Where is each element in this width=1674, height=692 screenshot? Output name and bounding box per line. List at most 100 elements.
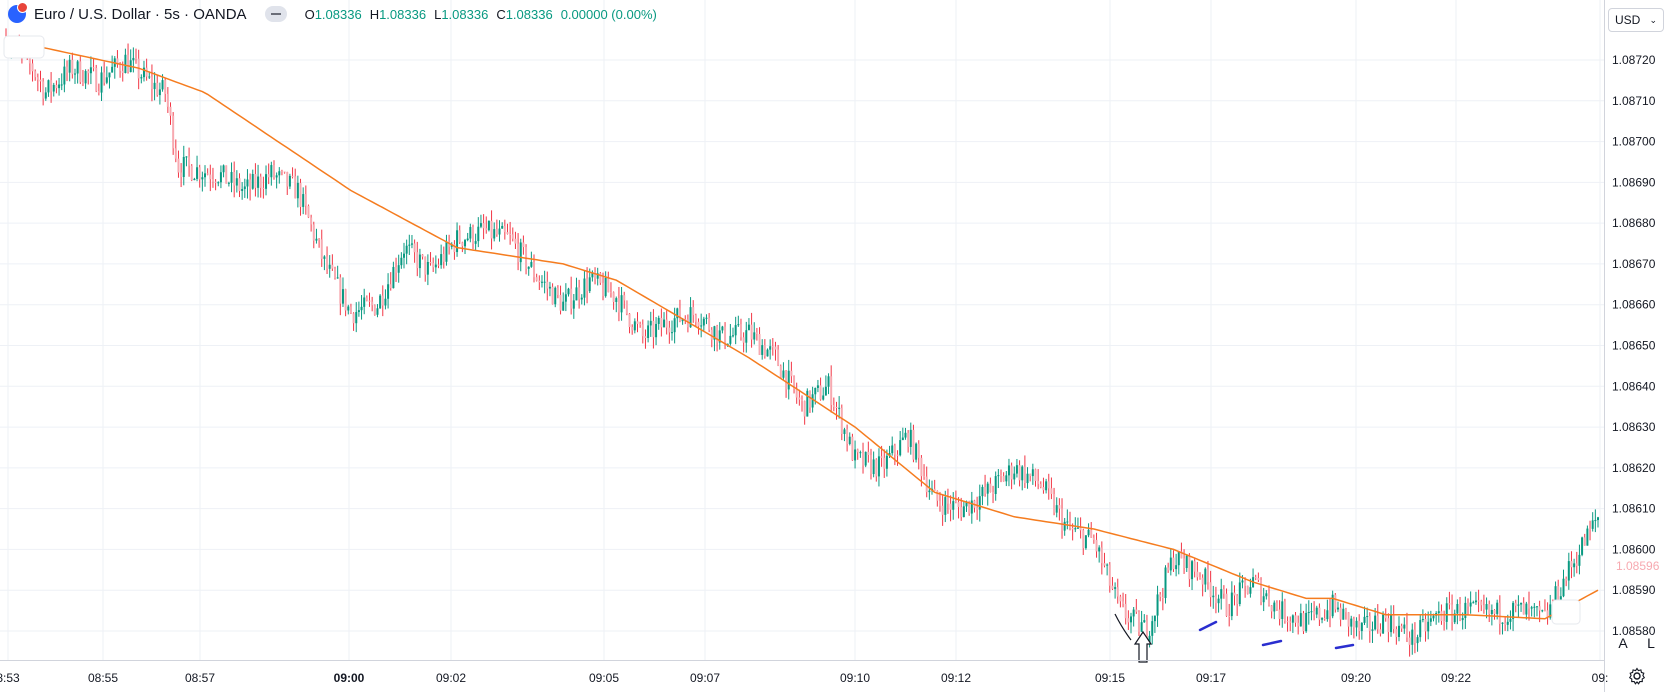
log-scale-button[interactable]: L: [1647, 635, 1655, 651]
user-drawings[interactable]: [1114, 613, 1355, 663]
symbol-title[interactable]: Euro / U.S. Dollar · 5s · OANDA: [34, 5, 247, 23]
current-price-label: 1.08596: [1616, 559, 1660, 573]
candle-body: [251, 173, 254, 189]
candle-body: [1137, 611, 1140, 632]
candle-body: [477, 226, 480, 242]
candle-body: [1063, 521, 1066, 531]
candle-body: [1098, 547, 1101, 552]
candle-body: [259, 176, 262, 188]
candle-body: [166, 93, 169, 107]
gear-icon[interactable]: [1628, 667, 1646, 685]
price-tick-label: 1.08680: [1612, 216, 1656, 230]
candle-body: [148, 76, 151, 78]
chart-right-widget[interactable]: [1551, 599, 1581, 625]
candle-body: [899, 440, 902, 456]
candle-body: [1045, 481, 1048, 491]
candle-body: [416, 252, 419, 269]
candle-body: [1313, 611, 1316, 615]
currency-selector[interactable]: USD ⌄: [1608, 8, 1664, 32]
candle-body: [984, 486, 987, 494]
candle-body: [185, 156, 188, 158]
candle-body: [174, 148, 177, 159]
price-axis[interactable]: 1.08580 1.08590 1.08600 1.08610 1.08620 1.086…: [1612, 53, 1656, 638]
time-tick-label: 08:55: [88, 671, 118, 685]
candle-body: [1368, 616, 1371, 631]
collapse-legend-icon[interactable]: [264, 6, 287, 22]
candle-body: [511, 234, 514, 239]
candle-body: [222, 165, 225, 173]
candle-body: [400, 257, 403, 266]
candle-body: [846, 429, 849, 445]
candle-body: [493, 229, 496, 239]
candle-body: [893, 445, 896, 455]
candle-body: [1169, 557, 1172, 571]
candle-body: [747, 324, 750, 331]
candle-body: [986, 483, 989, 494]
time-tick-label: 09:07: [690, 671, 720, 685]
candle-body: [1222, 589, 1225, 594]
time-axis[interactable]: 8:53 08:55 08:57 09:00 09:02 09:05 09:07 09:10 0…: [0, 671, 1608, 685]
candle-body: [1445, 603, 1448, 622]
candle-body: [660, 317, 663, 328]
candle-body: [694, 315, 697, 322]
candle-body: [1440, 611, 1443, 622]
candle-body: [676, 308, 679, 319]
candle-body: [1567, 561, 1570, 581]
candle-body: [1408, 637, 1411, 645]
symbol-legend: Euro / U.S. Dollar · 5s · OANDA O1.08336…: [8, 2, 657, 24]
candle-body: [1214, 595, 1217, 604]
candle-body: [1496, 602, 1499, 614]
candle-body: [209, 174, 212, 180]
candle-body: [434, 264, 437, 268]
candle-body: [1374, 615, 1377, 630]
candle-body: [753, 332, 756, 340]
candle-body: [100, 72, 103, 93]
candle-body: [798, 397, 801, 400]
up-arrow-icon[interactable]: [1133, 630, 1153, 663]
candle-body: [1461, 618, 1464, 621]
candle-body: [1321, 618, 1324, 620]
candle-body: [795, 389, 798, 398]
candle-body: [161, 80, 164, 90]
candle-body: [73, 73, 76, 75]
candle-body: [1246, 585, 1249, 594]
candle-body: [514, 238, 517, 244]
euro-dollar-flag-icon[interactable]: [8, 2, 28, 23]
candle-body: [485, 228, 488, 231]
candle-body: [442, 254, 445, 262]
drawing-stroke[interactable]: [1114, 613, 1132, 641]
candle-body: [689, 307, 692, 328]
drawing-stroke[interactable]: [1334, 643, 1355, 650]
candle-body: [1236, 595, 1239, 605]
candle-body: [1419, 620, 1422, 638]
drawing-stroke[interactable]: [1261, 639, 1283, 647]
candle-body: [1164, 567, 1167, 599]
candle-body: [949, 503, 952, 510]
time-tick-label: 09:17: [1196, 671, 1226, 685]
candle-body: [1480, 601, 1483, 606]
candle-body: [1514, 602, 1517, 606]
candle-body: [567, 288, 570, 295]
candle-body: [1413, 629, 1416, 644]
candle-body: [506, 232, 509, 234]
candle-body: [278, 171, 281, 176]
candle-body: [50, 80, 53, 92]
candle-body: [968, 501, 971, 514]
candle-body: [1191, 561, 1194, 580]
chart-left-widget[interactable]: [3, 35, 45, 59]
candle-body: [1172, 557, 1175, 570]
candle-body: [1453, 613, 1456, 623]
candle-body: [1209, 582, 1212, 598]
candle-body: [230, 171, 233, 183]
candle-body: [609, 292, 612, 294]
candle-body: [1583, 537, 1586, 546]
candle-body: [1482, 605, 1485, 610]
candle-body: [1153, 615, 1156, 622]
candle-body: [95, 67, 98, 92]
drawing-stroke[interactable]: [1198, 620, 1218, 632]
auto-scale-button[interactable]: A: [1618, 635, 1628, 651]
candle-body: [1326, 610, 1329, 620]
candle-body: [1562, 578, 1565, 597]
candle-body: [652, 320, 655, 338]
